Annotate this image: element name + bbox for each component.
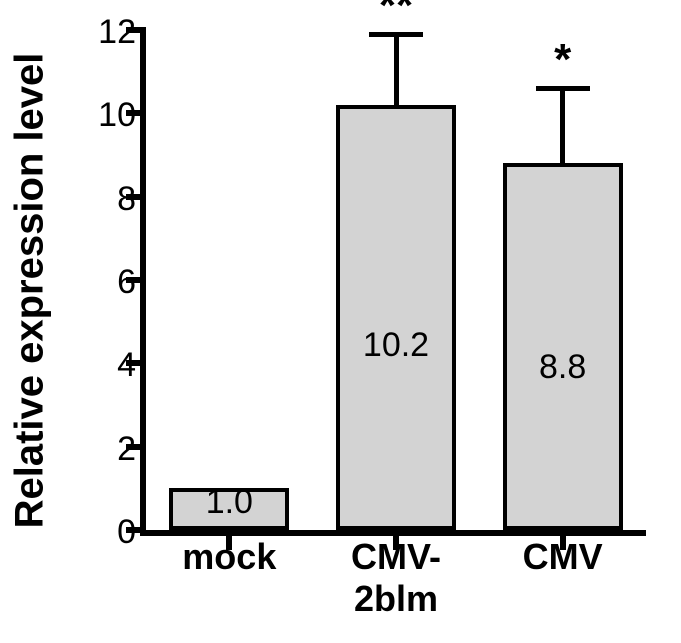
bar-value-label: 10.2 xyxy=(340,326,452,365)
y-tick-label: 0 xyxy=(76,513,136,552)
y-tick-label: 4 xyxy=(76,346,136,385)
bar: 1.0 xyxy=(169,488,289,530)
significance-marker: ** xyxy=(313,0,480,28)
bar-value-label: 8.8 xyxy=(507,348,619,387)
error-bar xyxy=(560,88,565,163)
error-bar xyxy=(394,34,399,105)
x-tick-label: CMV xyxy=(479,536,646,578)
y-tick-label: 8 xyxy=(76,180,136,219)
y-tick-label: 10 xyxy=(76,96,136,135)
bar: 8.8 xyxy=(503,163,623,530)
y-axis-label-container: Relative expression level xyxy=(0,0,60,580)
plot-area: 024681012mock1.0CMV-2blm10.2**CMV8.8* xyxy=(140,30,646,536)
bar-value-label: 1.0 xyxy=(173,483,285,522)
y-tick-label: 2 xyxy=(76,430,136,469)
bar: 10.2 xyxy=(336,105,456,530)
y-axis-label: Relative expression level xyxy=(8,52,53,528)
error-bar-cap xyxy=(536,86,590,91)
significance-marker: * xyxy=(479,38,646,82)
x-tick-label: CMV-2blm xyxy=(313,536,480,620)
y-tick-label: 6 xyxy=(76,263,136,302)
expression-bar-chart: Relative expression level 0 2 4 6 8 10 12 mock 1… xyxy=(0,0,681,643)
error-bar-cap xyxy=(369,32,423,37)
x-tick-label: mock xyxy=(146,536,313,578)
y-tick-label: 12 xyxy=(76,13,136,52)
